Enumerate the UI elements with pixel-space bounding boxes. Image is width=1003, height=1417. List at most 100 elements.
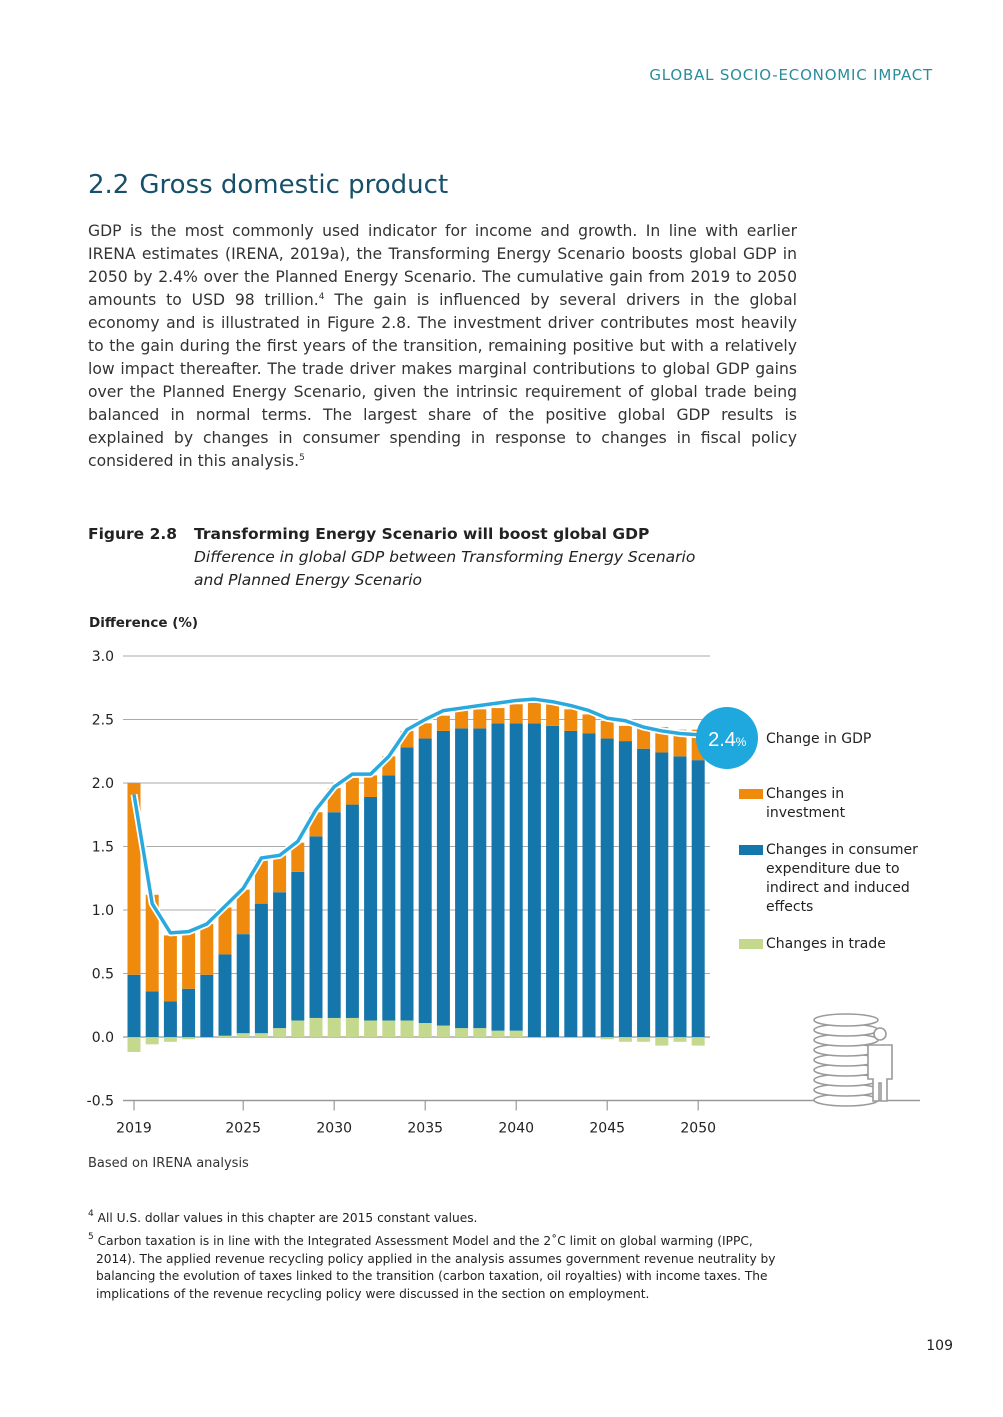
bar-consumer [182, 988, 196, 1037]
legend-consumer-line2: expenditure due to [766, 861, 900, 877]
bar-investment [145, 894, 159, 992]
bar-investment [163, 935, 177, 1002]
bar-consumer [473, 728, 487, 1029]
x-tick-label: 2030 [316, 1121, 352, 1137]
bar-consumer [309, 836, 323, 1018]
footnote-text: All U.S. dollar values in this chapter a… [97, 1211, 478, 1225]
y-axis-label: Difference (%) [89, 615, 199, 631]
figure-title: Transforming Energy Scenario will boost … [194, 525, 650, 543]
bar-investment [418, 723, 432, 739]
bar-investment [637, 727, 651, 749]
bar-investment [436, 715, 450, 731]
bar-trade [345, 1017, 359, 1037]
bar-trade [327, 1017, 341, 1037]
y-tick-label: -0.5 [87, 1094, 114, 1110]
legend-swatch-investment [739, 789, 763, 799]
legend-consumer-line4: effects [766, 899, 814, 915]
x-tick-label: 2025 [225, 1121, 261, 1137]
bar-consumer [673, 756, 687, 1037]
bar-consumer [455, 728, 469, 1029]
bar-investment [200, 923, 214, 975]
bar-trade [637, 1038, 651, 1042]
bar-investment [527, 702, 541, 724]
legend-consumer-line3: indirect and induced [766, 880, 910, 896]
bar-consumer [582, 733, 596, 1037]
body-paragraph: GDP is the most commonly used indicator … [88, 220, 797, 473]
bar-investment [473, 709, 487, 729]
gdp-annotation-circle [696, 707, 758, 769]
legend-consumer-line1: Changes in consumer [766, 842, 918, 858]
bar-trade [436, 1025, 450, 1037]
bar-investment [455, 710, 469, 729]
y-tick-label: 2.0 [92, 776, 114, 792]
figure-source: Based on IRENA analysis [88, 1156, 249, 1171]
y-tick-label: 1.5 [92, 840, 114, 856]
bar-trade [182, 1038, 196, 1040]
y-tick-label: 0.5 [92, 967, 114, 983]
footnote-4: 4 All U.S. dollar values in this chapter… [88, 1210, 798, 1228]
bar-trade [236, 1033, 250, 1037]
section-number: 2.2 [88, 170, 130, 200]
coin-stack-icon [813, 1013, 879, 1107]
bar-trade [400, 1020, 414, 1037]
bar-consumer [163, 1001, 177, 1037]
bar-consumer [145, 991, 159, 1037]
bar-trade [673, 1038, 687, 1042]
bar-trade [655, 1038, 669, 1046]
bar-trade [127, 1038, 141, 1052]
bar-trade [309, 1017, 323, 1037]
section-title-text: Gross domestic product [139, 170, 449, 200]
bar-investment [218, 907, 232, 955]
bar-investment [491, 708, 505, 724]
bar-consumer [564, 730, 578, 1037]
bar-consumer [655, 752, 669, 1037]
legend-investment: Changes in investment [766, 785, 845, 823]
footnote-ref-4[interactable]: 4 [318, 292, 325, 302]
footnote-mark: 4 [88, 1209, 94, 1219]
bar-investment [236, 889, 250, 935]
bar-consumer [600, 738, 614, 1037]
gdp-annotation: 2.4 % [696, 707, 758, 769]
bar-trade [491, 1030, 505, 1037]
bar-consumer [364, 796, 378, 1021]
bar-consumer [491, 723, 505, 1031]
bar-consumer [327, 812, 341, 1018]
bar-trade [600, 1038, 614, 1040]
footnote-mark: 5 [88, 1232, 94, 1242]
bar-investment [600, 720, 614, 739]
footnote-text-line1: Carbon taxation is in line with the Inte… [97, 1234, 753, 1248]
gdp-annotation-unit: % [736, 735, 747, 749]
bar-consumer [254, 903, 268, 1034]
bar-trade [455, 1028, 469, 1037]
body-text-part2: The gain is influenced by several driver… [88, 291, 798, 470]
person-icon [867, 1027, 893, 1102]
bar-consumer [400, 747, 414, 1021]
x-tick-label: 2045 [589, 1121, 625, 1137]
bar-trade [382, 1020, 396, 1037]
y-tick-label: 3.0 [92, 649, 114, 665]
section-title: 2.2 Gross domestic product [88, 170, 448, 200]
bar-investment [291, 842, 305, 872]
bar-investment [182, 931, 196, 989]
bar-trade [418, 1023, 432, 1037]
x-tick-label: 2019 [116, 1121, 152, 1137]
legend-swatch-consumer [739, 845, 763, 855]
bar-consumer [345, 804, 359, 1018]
y-tick-label: 1.0 [92, 903, 114, 919]
bar-trade [145, 1038, 159, 1045]
bar-consumer [618, 741, 632, 1037]
bar-consumer [127, 974, 141, 1037]
legend-swatch-trade [739, 939, 763, 949]
bar-consumer [509, 723, 523, 1031]
bar-investment [254, 860, 268, 904]
x-tick-label: 2050 [680, 1121, 716, 1137]
figure-subtitle-line1: Difference in global GDP between Transfo… [194, 548, 696, 566]
bar-trade [364, 1020, 378, 1037]
bar-trade [218, 1035, 232, 1037]
footnote-ref-5[interactable]: 5 [299, 453, 305, 463]
legend-consumer: Changes in consumer expenditure due to ind… [766, 841, 918, 917]
bar-trade [691, 1038, 705, 1046]
bar-consumer [218, 954, 232, 1036]
figure-label: Figure 2.8 [88, 525, 178, 543]
gdp-chart: 3.0 2.5 2.0 1.5 1.0 0.5 0.0 -0.5 2019 2025 2030 20… [87, 649, 920, 1137]
